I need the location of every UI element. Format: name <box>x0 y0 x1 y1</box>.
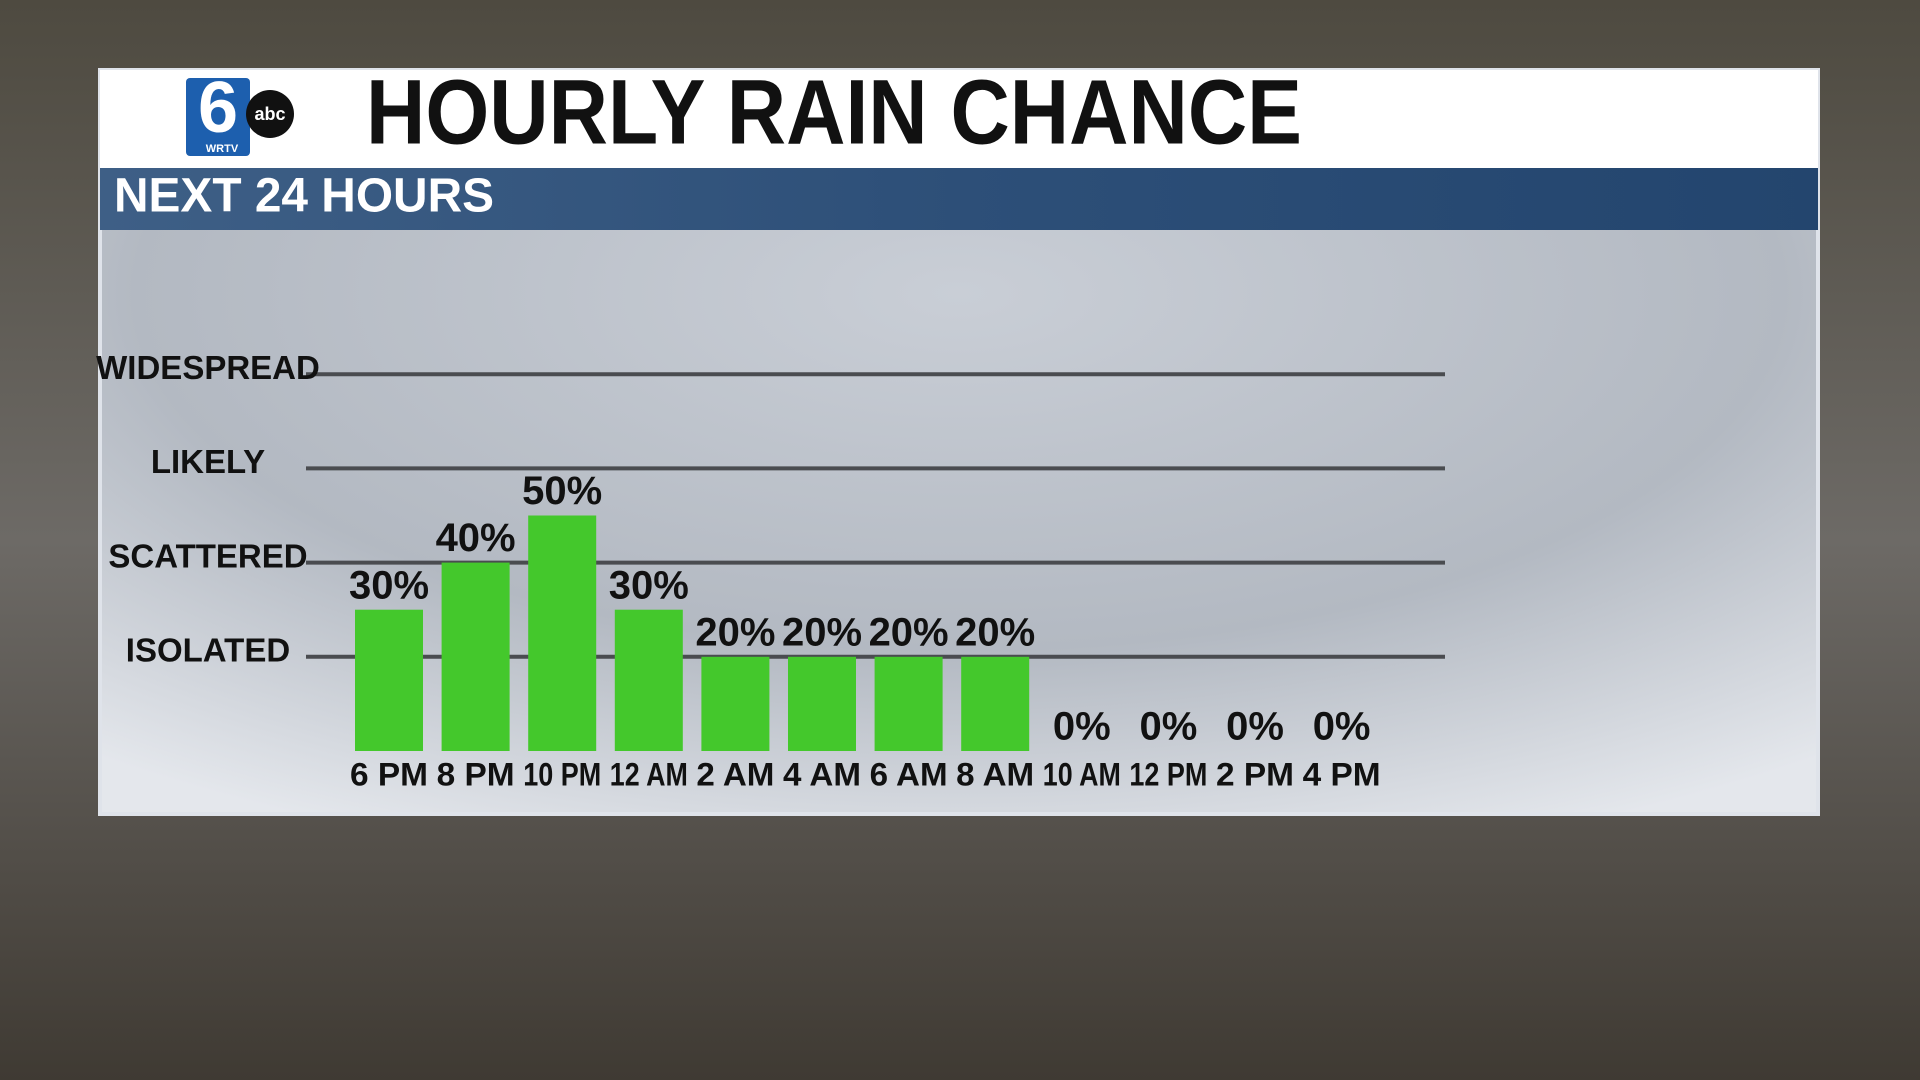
value-label: 20% <box>869 610 949 654</box>
y-tick-label: SCATTERED <box>108 537 307 574</box>
bar <box>355 609 423 751</box>
bar <box>441 562 510 751</box>
bar <box>961 656 1030 751</box>
value-label: 20% <box>782 610 862 654</box>
x-tick-label: 10 AM <box>1043 756 1121 792</box>
x-tick-label: 8 PM <box>437 756 515 792</box>
value-label: 0% <box>1139 705 1197 749</box>
logo-network: abc <box>254 104 285 124</box>
value-label: 0% <box>1313 705 1371 749</box>
value-label: 50% <box>522 469 602 513</box>
x-tick-label: 12 PM <box>1129 756 1207 792</box>
x-tick-label: 6 AM <box>870 756 948 792</box>
x-tick-label: 10 PM <box>523 756 601 792</box>
chart-title: HOURLY RAIN CHANCE <box>366 61 1302 163</box>
value-label: 40% <box>436 516 516 560</box>
y-tick-label: LIKELY <box>151 443 265 480</box>
value-label: 20% <box>695 610 775 654</box>
logo-number: 6 <box>198 68 238 148</box>
value-label: 20% <box>955 610 1035 654</box>
bar <box>701 656 770 751</box>
value-label: 30% <box>609 563 689 607</box>
logo-station: WRTV <box>206 143 239 155</box>
x-tick-label: 12 AM <box>610 756 688 792</box>
bar <box>788 656 856 751</box>
subtitle-bar <box>100 168 1818 230</box>
y-tick-label: ISOLATED <box>126 632 290 669</box>
title-bar <box>100 70 1818 168</box>
x-tick-label: 2 PM <box>1216 756 1294 792</box>
x-tick-label: 4 PM <box>1303 756 1381 792</box>
bar <box>528 515 597 751</box>
chart-subtitle: NEXT 24 HOURS <box>114 170 494 223</box>
x-tick-label: 8 AM <box>956 756 1034 792</box>
bar <box>614 609 683 751</box>
value-label: 30% <box>349 563 429 607</box>
x-tick-label: 2 AM <box>696 756 774 792</box>
logo-box <box>186 78 250 156</box>
y-tick-label: WIDESPREAD <box>96 349 320 386</box>
x-tick-label: 4 AM <box>783 756 861 792</box>
x-tick-label: 6 PM <box>350 756 428 792</box>
value-label: 0% <box>1053 705 1111 749</box>
bar <box>874 656 943 751</box>
value-label: 0% <box>1226 705 1284 749</box>
logo-circle <box>246 90 294 138</box>
